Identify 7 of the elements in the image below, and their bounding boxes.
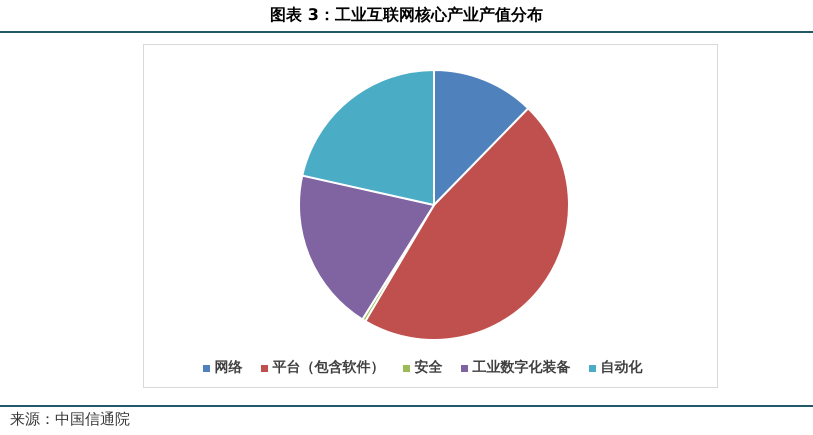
legend-label: 安全 [414, 360, 442, 376]
source-note: 来源：中国信通院 [10, 410, 131, 429]
legend-label: 自动化 [600, 360, 642, 376]
legend-label: 平台（包含软件） [272, 360, 384, 376]
chart-title: 图表 3：工业互联网核心产业产值分布 [269, 5, 544, 26]
legend-label: 工业数字化装备 [472, 360, 570, 376]
legend-label: 网络 [214, 360, 242, 376]
